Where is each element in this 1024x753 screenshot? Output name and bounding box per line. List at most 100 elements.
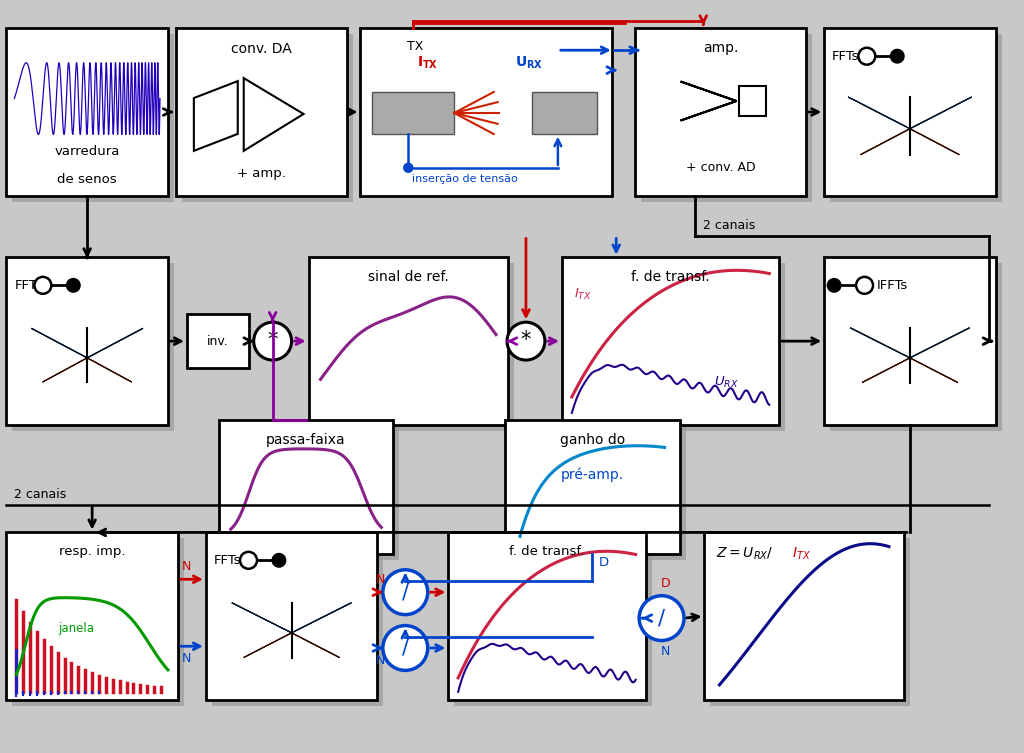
Bar xyxy=(12,35,174,202)
Bar xyxy=(176,29,347,196)
Polygon shape xyxy=(292,602,351,633)
Polygon shape xyxy=(862,358,910,383)
Text: 2 canais: 2 canais xyxy=(702,218,755,231)
Text: N: N xyxy=(182,652,191,665)
Polygon shape xyxy=(244,78,303,151)
Text: janela: janela xyxy=(58,621,94,635)
Text: ganho do: ganho do xyxy=(560,433,625,447)
Circle shape xyxy=(507,322,545,360)
Bar xyxy=(6,29,168,196)
Circle shape xyxy=(383,626,428,670)
Bar xyxy=(449,532,646,700)
Text: TX: TX xyxy=(408,40,424,53)
Bar xyxy=(511,425,685,560)
Circle shape xyxy=(254,322,292,360)
Circle shape xyxy=(383,570,428,614)
Bar xyxy=(531,92,597,134)
Text: sinal de ref.: sinal de ref. xyxy=(368,270,449,285)
Polygon shape xyxy=(910,358,957,383)
Bar xyxy=(455,538,651,706)
Text: varredura: varredura xyxy=(54,145,120,158)
Bar xyxy=(739,86,766,117)
Bar xyxy=(641,35,812,202)
Bar xyxy=(6,258,168,425)
Text: f. de transf.: f. de transf. xyxy=(509,545,585,559)
Polygon shape xyxy=(860,129,910,154)
Text: *: * xyxy=(521,330,531,350)
Text: /: / xyxy=(658,608,666,628)
Circle shape xyxy=(403,163,413,172)
Polygon shape xyxy=(87,328,143,358)
Bar xyxy=(824,258,995,425)
Text: FFT: FFT xyxy=(14,279,37,292)
Text: + amp.: + amp. xyxy=(238,166,286,180)
Text: $U_{RX}$: $U_{RX}$ xyxy=(715,375,739,390)
Text: amp.: amp. xyxy=(702,41,738,55)
Bar xyxy=(568,264,785,431)
Bar xyxy=(6,532,178,700)
Text: *: * xyxy=(267,330,278,350)
Circle shape xyxy=(35,277,51,294)
Text: $I_{TX}$: $I_{TX}$ xyxy=(573,287,592,302)
Polygon shape xyxy=(244,633,292,657)
Polygon shape xyxy=(910,129,959,154)
Text: N: N xyxy=(182,560,191,573)
Bar xyxy=(12,538,184,706)
Bar xyxy=(219,420,393,554)
Circle shape xyxy=(858,47,876,65)
Circle shape xyxy=(856,277,873,294)
Polygon shape xyxy=(194,81,238,151)
Bar xyxy=(711,538,910,706)
Text: + conv. AD: + conv. AD xyxy=(686,160,756,174)
Text: pré-amp.: pré-amp. xyxy=(561,468,624,482)
Bar xyxy=(182,35,353,202)
Text: D: D xyxy=(598,556,608,569)
Text: FFTs: FFTs xyxy=(214,553,242,567)
Bar xyxy=(505,420,680,554)
Text: $\mathbf{U_{RX}}$: $\mathbf{U_{RX}}$ xyxy=(515,55,543,72)
Text: IFFTs: IFFTs xyxy=(877,279,908,292)
Text: inserção de tensão: inserção de tensão xyxy=(413,174,518,184)
Circle shape xyxy=(891,50,904,63)
Polygon shape xyxy=(231,602,292,633)
Text: f. de transf.: f. de transf. xyxy=(631,270,710,285)
Bar xyxy=(824,29,995,196)
Text: resp. imp.: resp. imp. xyxy=(59,545,125,559)
Polygon shape xyxy=(292,633,340,657)
Polygon shape xyxy=(850,328,910,358)
Bar xyxy=(187,314,249,368)
Text: de senos: de senos xyxy=(57,172,117,186)
Bar xyxy=(225,425,399,560)
Bar xyxy=(705,532,904,700)
Circle shape xyxy=(639,596,684,641)
Bar xyxy=(373,92,455,134)
Circle shape xyxy=(827,279,841,292)
Text: D: D xyxy=(660,577,671,590)
Text: /: / xyxy=(401,582,409,602)
Polygon shape xyxy=(87,358,132,382)
Text: N: N xyxy=(376,654,385,667)
Circle shape xyxy=(67,279,80,292)
Polygon shape xyxy=(910,97,972,129)
Text: inv.: inv. xyxy=(207,334,228,348)
Bar xyxy=(360,29,611,196)
Text: 2 canais: 2 canais xyxy=(14,487,67,501)
Text: conv. DA: conv. DA xyxy=(231,42,292,56)
Polygon shape xyxy=(910,328,970,358)
Circle shape xyxy=(240,552,257,569)
Bar xyxy=(308,258,508,425)
Bar xyxy=(206,532,378,700)
Bar xyxy=(314,264,514,431)
Text: $Z=U_{RX}/$: $Z=U_{RX}/$ xyxy=(717,545,774,562)
Circle shape xyxy=(272,553,286,567)
Text: passa-faixa: passa-faixa xyxy=(266,433,346,447)
Bar xyxy=(212,538,383,706)
Text: $\mathbf{I_{TX}}$: $\mathbf{I_{TX}}$ xyxy=(417,55,438,72)
Polygon shape xyxy=(681,81,736,120)
Text: $I_{TX}$: $I_{TX}$ xyxy=(793,545,811,562)
Text: N: N xyxy=(376,573,385,587)
Bar xyxy=(635,29,806,196)
Polygon shape xyxy=(32,328,87,358)
Polygon shape xyxy=(848,97,910,129)
Text: /: / xyxy=(401,638,409,658)
